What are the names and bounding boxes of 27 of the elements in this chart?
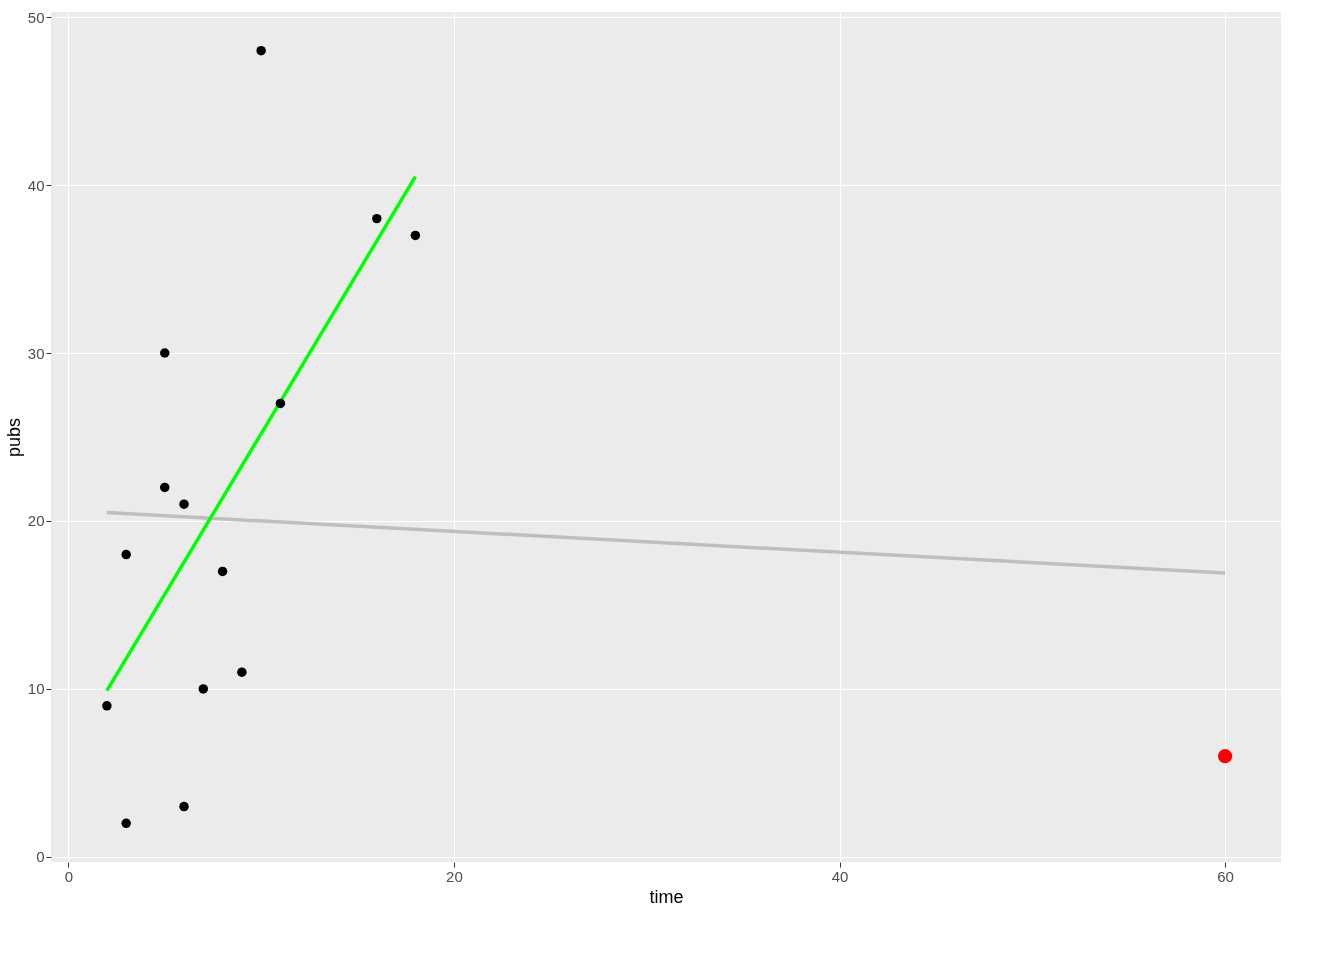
point [275, 398, 286, 409]
point [102, 701, 112, 711]
x-tick-label: 0 [64, 867, 74, 885]
y-axis-title: pubs [3, 417, 24, 458]
point [121, 818, 131, 829]
point [372, 213, 382, 224]
y-tick-label: 10 [27, 680, 45, 698]
point [410, 230, 421, 241]
point [237, 667, 247, 677]
x-axis-title: time [649, 886, 684, 907]
point [1218, 749, 1233, 764]
y-tick-label: 40 [27, 176, 45, 194]
point [121, 549, 131, 560]
point [179, 499, 189, 509]
x-tick-label: 60 [1217, 867, 1234, 885]
x-tick-label: 20 [446, 867, 463, 885]
x-tick-label: 40 [831, 867, 849, 885]
y-tick-label: 0 [36, 848, 45, 866]
point [179, 801, 189, 812]
point [256, 45, 266, 56]
point [160, 482, 170, 493]
point [217, 566, 228, 577]
y-tick-label: 30 [27, 344, 45, 362]
y-tick-label: 50 [27, 8, 45, 26]
point [160, 348, 170, 358]
point [198, 684, 209, 694]
y-tick-label: 20 [27, 512, 45, 530]
